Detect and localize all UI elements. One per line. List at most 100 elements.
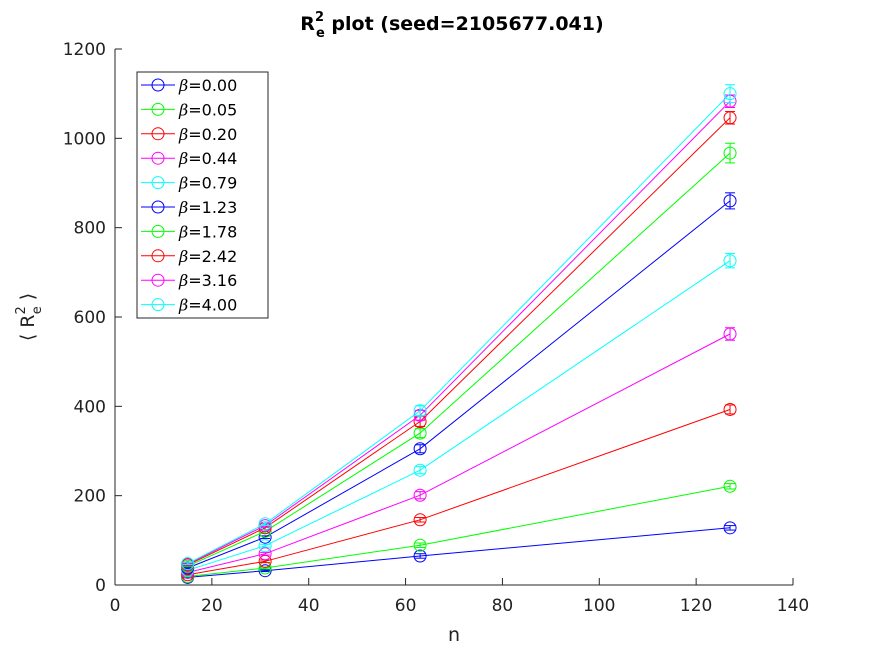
legend-item: β=3.16: [141, 271, 237, 290]
legend-symbol: β: [178, 222, 188, 241]
data-point: [723, 254, 737, 268]
legend-label: β=0.79: [178, 174, 237, 193]
legend-marker: [151, 151, 165, 165]
x-tick-label: 20: [201, 596, 223, 616]
data-point: [181, 557, 195, 571]
data-point: [258, 517, 272, 531]
legend-value: =3.16: [188, 271, 237, 290]
chart-title: R2 e plot (seed=2105677.041): [300, 10, 603, 41]
legend-item: β=0.00: [141, 76, 237, 95]
data-point: [258, 547, 272, 561]
legend-value: =0.44: [188, 149, 237, 168]
legend-symbol: β: [178, 198, 188, 217]
series-group: [181, 84, 737, 584]
legend-label: β=1.78: [178, 222, 237, 241]
y-tick-label: 0: [95, 576, 106, 596]
data-point: [413, 488, 427, 502]
y-tick-label: 600: [74, 308, 106, 328]
y-tick-label: 400: [74, 397, 106, 417]
x-tick-label: 100: [583, 596, 615, 616]
legend-item: β=0.44: [141, 149, 237, 168]
legend-marker: [151, 102, 165, 116]
legend-value: =0.05: [188, 100, 237, 119]
series-line: [187, 485, 731, 577]
series-line: [187, 333, 731, 573]
y-label-close: ⟩: [17, 293, 39, 300]
legend-item: β=0.79: [141, 174, 237, 193]
legend-label: β=2.42: [178, 247, 237, 266]
y-label-sub: e: [30, 306, 45, 314]
legend-value: =2.42: [188, 247, 237, 266]
series-line: [187, 260, 731, 571]
legend-box: [136, 71, 269, 319]
legend-marker: [151, 273, 165, 287]
data-point: [413, 549, 427, 563]
data-point: [413, 538, 427, 552]
legend-label: β=4.00: [178, 296, 237, 315]
data-point: [723, 146, 737, 160]
legend-symbol: β: [178, 149, 188, 168]
y-axis-label-group: ⟨ R2e ⟩: [14, 293, 45, 341]
y-axis-label: ⟨ R2e ⟩: [14, 293, 45, 341]
y-tick-label: 1200: [63, 40, 106, 60]
legend-item: β=4.00: [141, 296, 237, 315]
x-tick-label: 60: [395, 596, 417, 616]
legend-item: β=0.05: [141, 100, 237, 119]
legend-marker: [151, 224, 165, 238]
data-point: [413, 404, 427, 418]
x-tick-label: 140: [777, 596, 809, 616]
title-base: R: [300, 13, 315, 35]
series-0: [181, 521, 737, 584]
legend-item: β=2.42: [141, 247, 237, 266]
legend-marker: [151, 200, 165, 214]
legend-marker: [151, 298, 165, 312]
data-point: [413, 463, 427, 477]
y-tick-label: 800: [74, 219, 106, 239]
series-1: [181, 479, 737, 584]
x-tick-label: 0: [110, 596, 121, 616]
series-line: [187, 100, 731, 565]
legend-symbol: β: [178, 296, 188, 315]
legend-value: =0.00: [188, 76, 237, 95]
series-line: [187, 527, 731, 578]
series-line: [187, 409, 731, 576]
x-tick-label: 40: [298, 596, 320, 616]
data-point: [723, 87, 737, 101]
legend-marker: [151, 176, 165, 190]
series-line: [187, 117, 731, 566]
legend-marker: [151, 78, 165, 92]
legend-marker: [151, 127, 165, 141]
data-point: [723, 521, 737, 535]
legend-value: =4.00: [188, 296, 237, 315]
series-line: [187, 200, 731, 569]
y-label-sup: 2: [14, 306, 29, 314]
y-tick-label: 1000: [63, 129, 106, 149]
legend-symbol: β: [178, 174, 188, 193]
legend-item: β=1.23: [141, 198, 237, 217]
legend-value: =0.20: [188, 125, 237, 144]
data-point: [258, 539, 272, 553]
legend-label: β=3.16: [178, 271, 237, 290]
legend-label: β=0.20: [178, 125, 237, 144]
series-line: [187, 152, 731, 567]
legend-symbol: β: [178, 76, 188, 95]
data-point: [723, 479, 737, 493]
axis-ticks: 0 20 40 60 80 100 120 140 0 200 400 600 800 1000 1200: [63, 40, 809, 616]
y-label-open: ⟨: [17, 334, 39, 341]
x-tick-label: 80: [492, 596, 514, 616]
data-point: [413, 442, 427, 456]
y-label-base: R: [17, 315, 39, 328]
data-point: [723, 402, 737, 416]
data-point: [258, 564, 272, 578]
legend-symbol: β: [178, 125, 188, 144]
legend-value: =1.23: [188, 198, 237, 217]
title-sup: 2: [315, 10, 324, 25]
legend-item: β=1.78: [141, 222, 237, 241]
data-point: [723, 194, 737, 208]
data-point: [413, 513, 427, 527]
legend-symbol: β: [178, 247, 188, 266]
legend: β=0.00β=0.05β=0.20β=0.44β=0.79β=1.23β=1.…: [136, 71, 269, 319]
x-tick-label: 120: [680, 596, 712, 616]
legend-item: β=0.20: [141, 125, 237, 144]
data-point: [723, 111, 737, 125]
